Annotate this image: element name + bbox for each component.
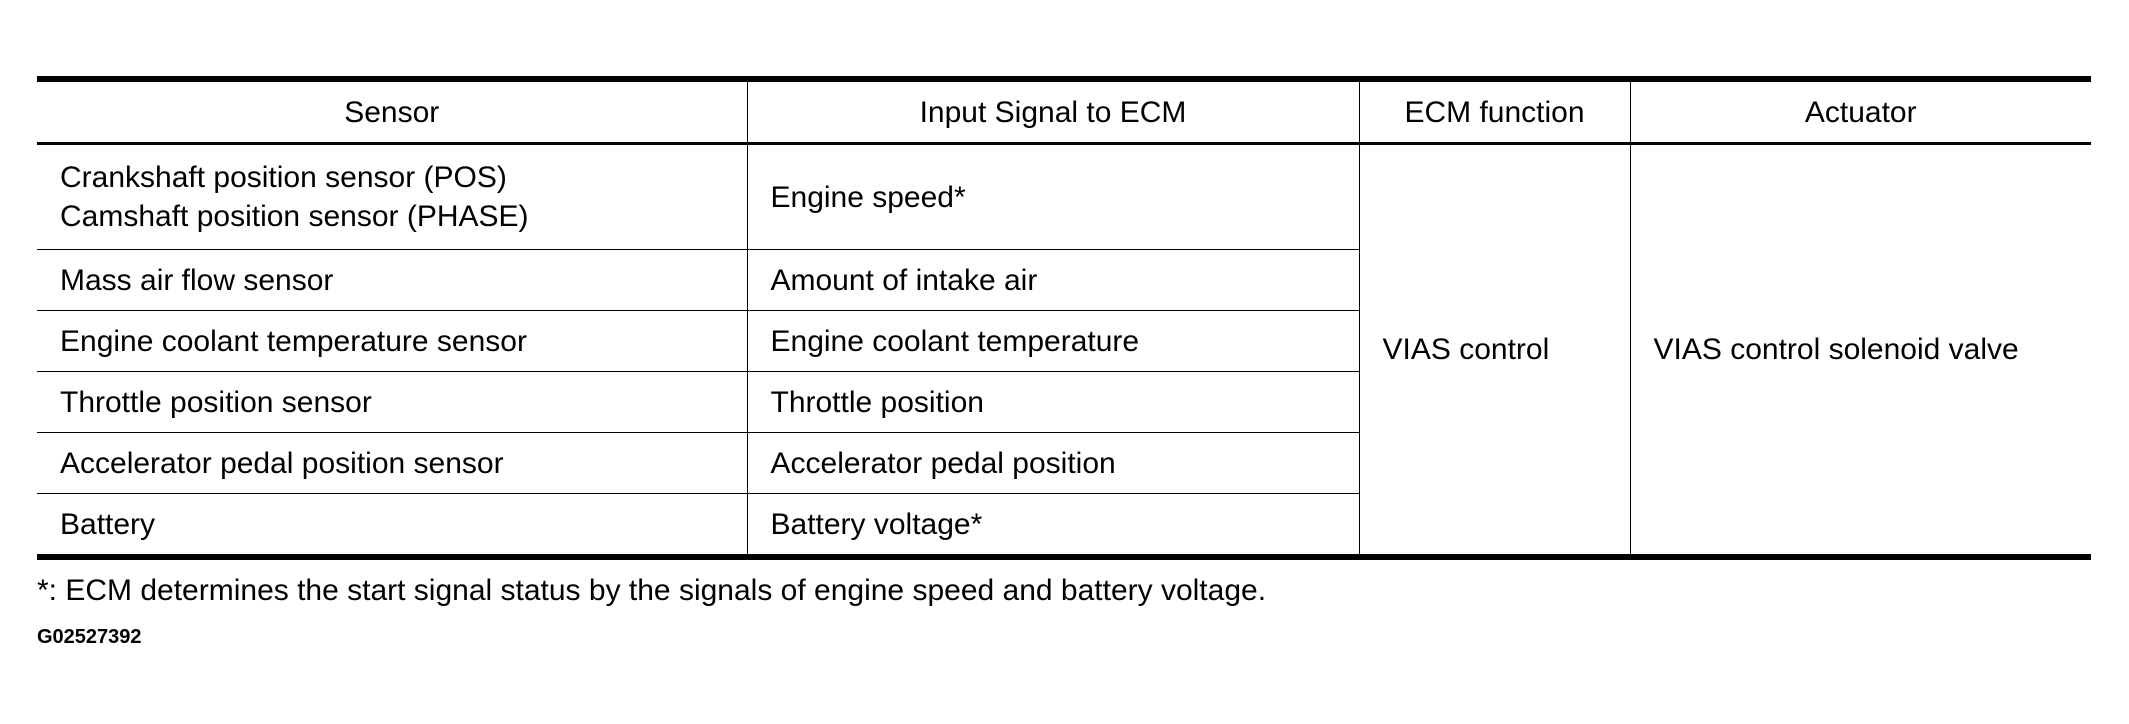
header-sensor: Sensor (37, 78, 748, 145)
header-input-signal: Input Signal to ECM (746, 78, 1360, 145)
footnote: *: ECM determines the start signal statu… (37, 574, 1267, 607)
table-row: Accelerator pedal position sensor Accele… (37, 432, 2091, 494)
ecm-function-cell: VIAS control (1358, 143, 1631, 557)
sensor-cell: Battery (37, 493, 748, 558)
header-actuator: Actuator (1629, 78, 2091, 145)
signal-cell: Engine coolant temperature (746, 310, 1359, 372)
sensor-name: Crankshaft position sensor (POS) (60, 161, 507, 194)
header-ecm-function: ECM function (1358, 78, 1631, 145)
table-row: Crankshaft position sensor (POS) Camshaft… (37, 143, 2091, 557)
sensor-cell: Mass air flow sensor (37, 249, 748, 311)
sensor-cell: Accelerator pedal position sensor (37, 432, 748, 494)
signal-cell: Accelerator pedal position (746, 432, 1359, 494)
sensor-cell: Engine coolant temperature sensor (37, 310, 748, 372)
signal-cell: Amount of intake air (746, 249, 1359, 311)
actuator-cell: VIAS control solenoid valve (1629, 143, 2091, 557)
table-row: Mass air flow sensor Amount of intake ai… (37, 249, 2091, 311)
header-row: Sensor Input Signal to ECM ECM function … (37, 78, 2091, 145)
sensor-cell: Throttle position sensor (37, 371, 748, 433)
sensor-name: Camshaft position sensor (PHASE) (60, 200, 529, 233)
sensor-table: Sensor Input Signal to ECM ECM function … (37, 76, 2091, 560)
table-row: Battery Battery voltage* (37, 493, 2091, 558)
figure-code: G02527392 (37, 626, 142, 648)
signal-cell: Engine speed* (746, 143, 1360, 250)
signal-cell: Battery voltage* (746, 493, 1359, 558)
signal-cell: Throttle position (746, 371, 1359, 433)
sensor-cell: Crankshaft position sensor (POS) Camshaft… (37, 143, 748, 250)
table-row: Engine coolant temperature sensor Engine… (37, 310, 2091, 372)
